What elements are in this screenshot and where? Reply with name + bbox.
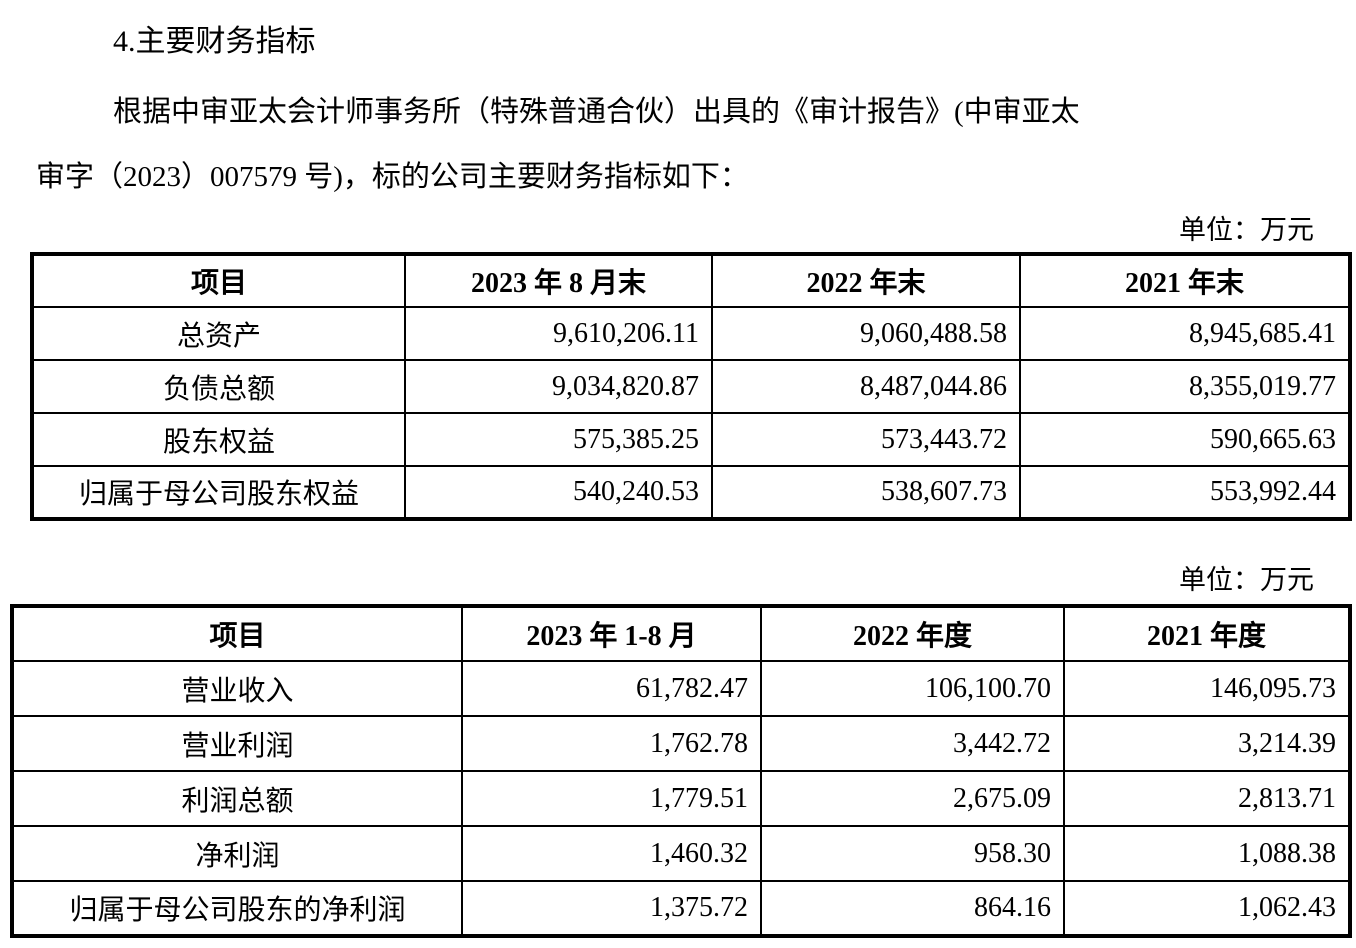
table-header-row: 项目 2023 年 8 月末 2022 年末 2021 年末 <box>31 253 1351 308</box>
table-cell-value: 573,443.72 <box>711 412 1021 467</box>
table-header-cell: 2023 年 8 月末 <box>404 253 713 308</box>
table-cell-item: 营业收入 <box>11 660 463 717</box>
table-cell-value: 8,945,685.41 <box>1019 306 1351 361</box>
table-cell-item: 营业利润 <box>11 715 463 772</box>
section-heading: 4.主要财务指标 <box>113 25 316 58</box>
table-cell-value: 8,487,044.86 <box>711 359 1021 414</box>
income-statement-indicators-table: 项目 2023 年 1-8 月 2022 年度 2021 年度 营业收入 61,… <box>10 604 1352 938</box>
table-row: 负债总额 9,034,820.87 8,487,044.86 8,355,019… <box>31 359 1351 414</box>
table-row: 营业利润 1,762.78 3,442.72 3,214.39 <box>11 715 1351 772</box>
table-cell-value: 61,782.47 <box>461 660 762 717</box>
table-header-cell: 2022 年末 <box>711 253 1021 308</box>
table-cell-item: 归属于母公司股东的净利润 <box>11 880 463 937</box>
table-cell-item: 利润总额 <box>11 770 463 827</box>
unit-label-table2: 单位：万元 <box>1179 565 1314 595</box>
table-cell-item: 负债总额 <box>31 359 406 414</box>
table-cell-value: 3,442.72 <box>760 715 1065 772</box>
table-cell-value: 540,240.53 <box>404 465 713 520</box>
table-row: 利润总额 1,779.51 2,675.09 2,813.71 <box>11 770 1351 827</box>
table-row: 归属于母公司股东的净利润 1,375.72 864.16 1,062.43 <box>11 880 1351 937</box>
table-cell-value: 106,100.70 <box>760 660 1065 717</box>
unit-label-table1: 单位：万元 <box>1179 215 1314 245</box>
table-cell-value: 8,355,019.77 <box>1019 359 1351 414</box>
table-cell-value: 538,607.73 <box>711 465 1021 520</box>
table-row: 总资产 9,610,206.11 9,060,488.58 8,945,685.… <box>31 306 1351 361</box>
table-header-cell: 2021 年度 <box>1063 605 1351 662</box>
table-header-cell: 2021 年末 <box>1019 253 1351 308</box>
table-cell-value: 958.30 <box>760 825 1065 882</box>
table-header-row: 项目 2023 年 1-8 月 2022 年度 2021 年度 <box>11 605 1351 662</box>
table-cell-value: 2,675.09 <box>760 770 1065 827</box>
table-cell-value: 575,385.25 <box>404 412 713 467</box>
table-header-cell: 2022 年度 <box>760 605 1065 662</box>
table-cell-item: 归属于母公司股东权益 <box>31 465 406 520</box>
table-cell-value: 1,375.72 <box>461 880 762 937</box>
table-cell-item: 股东权益 <box>31 412 406 467</box>
table-cell-item: 净利润 <box>11 825 463 882</box>
balance-sheet-indicators-table: 项目 2023 年 8 月末 2022 年末 2021 年末 总资产 9,610… <box>30 252 1352 521</box>
table-header-cell: 项目 <box>11 605 463 662</box>
table-cell-item: 总资产 <box>31 306 406 361</box>
table-header-cell: 2023 年 1-8 月 <box>461 605 762 662</box>
table-cell-value: 1,062.43 <box>1063 880 1351 937</box>
table-cell-value: 9,060,488.58 <box>711 306 1021 361</box>
table-cell-value: 9,610,206.11 <box>404 306 713 361</box>
table-cell-value: 553,992.44 <box>1019 465 1351 520</box>
table-row: 营业收入 61,782.47 106,100.70 146,095.73 <box>11 660 1351 717</box>
table-cell-value: 1,088.38 <box>1063 825 1351 882</box>
table-header-cell: 项目 <box>31 253 406 308</box>
table-cell-value: 2,813.71 <box>1063 770 1351 827</box>
table-row: 净利润 1,460.32 958.30 1,088.38 <box>11 825 1351 882</box>
table-cell-value: 9,034,820.87 <box>404 359 713 414</box>
table-cell-value: 3,214.39 <box>1063 715 1351 772</box>
table-cell-value: 864.16 <box>760 880 1065 937</box>
table-cell-value: 1,779.51 <box>461 770 762 827</box>
table-cell-value: 146,095.73 <box>1063 660 1351 717</box>
table-cell-value: 1,762.78 <box>461 715 762 772</box>
table-row: 归属于母公司股东权益 540,240.53 538,607.73 553,992… <box>31 465 1351 520</box>
paragraph-line-1: 根据中审亚太会计师事务所（特殊普通合伙）出具的《审计报告》(中审亚太 <box>113 96 1080 128</box>
table-row: 股东权益 575,385.25 573,443.72 590,665.63 <box>31 412 1351 467</box>
table-cell-value: 590,665.63 <box>1019 412 1351 467</box>
paragraph-line-2: 审字（2023）007579 号)，标的公司主要财务指标如下： <box>36 161 749 193</box>
table-cell-value: 1,460.32 <box>461 825 762 882</box>
